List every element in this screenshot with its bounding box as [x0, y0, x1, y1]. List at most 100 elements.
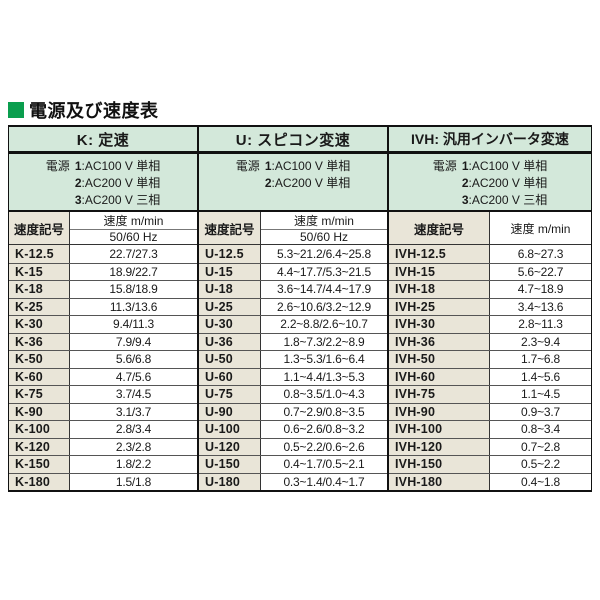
table-row: K-100 2.8/3.4: [9, 420, 197, 438]
speed-code-cell: U-30: [199, 316, 261, 333]
speed-code-cell: K-25: [9, 298, 70, 315]
table-row: K-15 18.9/22.7: [9, 262, 197, 280]
data-rows-u: U-12.5 5.3~21.2/6.4~25.8 U-15 4.4~17.7/5…: [199, 245, 387, 490]
table-row: K-75 3.7/4.5: [9, 385, 197, 403]
power-option-line: 2:AC200 V 単相: [462, 175, 547, 192]
table-row: IVH-90 0.9~3.7: [389, 402, 591, 420]
speed-value-header: 速度 m/min 50/60 Hz: [261, 212, 387, 244]
table-row: K-25 11.3/13.6: [9, 297, 197, 315]
table-row: IVH-36 2.3~9.4: [389, 332, 591, 350]
speed-code-cell: IVH-60: [389, 368, 490, 385]
speed-code-cell: U-18: [199, 281, 261, 298]
speed-code-cell: U-36: [199, 333, 261, 350]
speed-code-cell: IVH-50: [389, 351, 490, 368]
speed-value-cell: 9.4/11.3: [70, 316, 197, 333]
speed-value-cell: 0.9~3.7: [490, 403, 591, 420]
speed-code-cell: U-75: [199, 386, 261, 403]
frequency-label: 50/60 Hz: [109, 230, 158, 244]
speed-value-cell: 5.3~21.2/6.4~25.8: [261, 245, 387, 263]
power-label: 電源: [235, 159, 260, 173]
speed-code-cell: U-25: [199, 298, 261, 315]
speed-code-cell: K-12.5: [9, 245, 70, 263]
power-option-number: 1: [461, 159, 469, 173]
speed-value-cell: 2.8~11.3: [490, 316, 591, 333]
speed-value-cell: 5.6~22.7: [490, 263, 591, 280]
speed-value-cell: 2.2~8.8/2.6~10.7: [261, 316, 387, 333]
power-option-number: 1: [74, 159, 82, 173]
speed-value-cell: 3.6~14.7/4.4~17.9: [261, 281, 387, 298]
section-header-u: U: スピコン変速: [199, 127, 387, 154]
table-section-k: K: 定速 電源 1:AC100 V 単相 2:AC200 V 単相 3:AC2…: [9, 127, 197, 490]
power-option-number: 3: [74, 193, 82, 207]
power-option-line: 1:AC100 V 単相: [75, 158, 160, 175]
speed-value-cell: 0.4~1.7/0.5~2.1: [261, 456, 387, 473]
speed-code-cell: IVH-120: [389, 438, 490, 455]
power-option-number: 1: [264, 159, 272, 173]
speed-code-cell: IVH-100: [389, 421, 490, 438]
table-row: K-30 9.4/11.3: [9, 315, 197, 333]
speed-value-cell: 0.7~2.8: [490, 438, 591, 455]
speed-value-cell: 0.5~2.2/0.6~2.6: [261, 438, 387, 455]
speed-code-cell: IVH-25: [389, 298, 490, 315]
speed-code-cell: IVH-12.5: [389, 245, 490, 263]
speed-value-cell: 11.3/13.6: [70, 298, 197, 315]
table-row: IVH-30 2.8~11.3: [389, 315, 591, 333]
speed-value-cell: 0.4~1.8: [490, 473, 591, 490]
table-row: IVH-150 0.5~2.2: [389, 455, 591, 473]
power-option-text: :AC100 V 単相: [468, 159, 548, 173]
power-option-text: :AC100 V 単相: [81, 159, 161, 173]
speed-value-cell: 18.9/22.7: [70, 263, 197, 280]
speed-code-cell: K-36: [9, 333, 70, 350]
table-row: IVH-50 1.7~6.8: [389, 350, 591, 368]
speed-code-cell: IVH-75: [389, 386, 490, 403]
speed-header-row-k: 速度記号 速度 m/min 50/60 Hz: [9, 212, 197, 245]
power-option-text: :AC200 V 単相: [271, 176, 351, 190]
section-header-k: K: 定速: [9, 127, 197, 154]
power-option-line: 1:AC100 V 単相: [265, 158, 350, 175]
speed-value-cell: 4.7/5.6: [70, 368, 197, 385]
speed-code-cell: K-50: [9, 351, 70, 368]
power-option-line: 1:AC100 V 単相: [462, 158, 547, 175]
power-lines: 1:AC100 V 単相 2:AC200 V 単相 3:AC200 V 三相: [75, 158, 160, 210]
speed-value-cell: 4.7~18.9: [490, 281, 591, 298]
power-option-text: :AC200 V 単相: [468, 176, 548, 190]
speed-code-header: 速度記号: [9, 212, 70, 244]
speed-code-cell: U-50: [199, 351, 261, 368]
table-row: U-120 0.5~2.2/0.6~2.6: [199, 437, 387, 455]
power-option-number: 3: [461, 193, 469, 207]
power-supply-cell-ivh: 電源 1:AC100 V 単相 2:AC200 V 単相 3:AC200 V 三…: [389, 154, 591, 212]
table-row: IVH-25 3.4~13.6: [389, 297, 591, 315]
section-header-ivh: IVH: 汎用インバータ変速: [389, 127, 591, 154]
power-lines: 1:AC100 V 単相 2:AC200 V 単相 3:AC200 V 三相: [462, 158, 547, 210]
table-row: U-18 3.6~14.7/4.4~17.9: [199, 280, 387, 298]
table-row: U-180 0.3~1.4/0.4~1.7: [199, 472, 387, 490]
speed-value-cell: 0.3~1.4/0.4~1.7: [261, 473, 387, 490]
speed-value-cell: 2.6~10.6/3.2~12.9: [261, 298, 387, 315]
table-row: U-30 2.2~8.8/2.6~10.7: [199, 315, 387, 333]
speed-value-cell: 0.8~3.4: [490, 421, 591, 438]
speed-code-cell: IVH-18: [389, 281, 490, 298]
speed-value-cell: 0.7~2.9/0.8~3.5: [261, 403, 387, 420]
speed-value-cell: 1.3~5.3/1.6~6.4: [261, 351, 387, 368]
speed-value-cell: 1.8/2.2: [70, 456, 197, 473]
speed-value-cell: 2.3~9.4: [490, 333, 591, 350]
table-row: K-18 15.8/18.9: [9, 280, 197, 298]
speed-code-cell: K-30: [9, 316, 70, 333]
speed-code-cell: K-75: [9, 386, 70, 403]
speed-code-cell: IVH-30: [389, 316, 490, 333]
table-row: U-50 1.3~5.3/1.6~6.4: [199, 350, 387, 368]
table-row: U-36 1.8~7.3/2.2~8.9: [199, 332, 387, 350]
table-row: IVH-60 1.4~5.6: [389, 367, 591, 385]
power-option-number: 2: [461, 176, 469, 190]
speed-code-cell: K-120: [9, 438, 70, 455]
table-section-ivh: IVH: 汎用インバータ変速 電源 1:AC100 V 単相 2:AC200 V…: [387, 127, 591, 490]
speed-unit-label: 速度 m/min: [510, 221, 571, 236]
table-row: IVH-75 1.1~4.5: [389, 385, 591, 403]
speed-value-cell: 5.6/6.8: [70, 351, 197, 368]
speed-code-cell: K-90: [9, 403, 70, 420]
table-row: U-75 0.8~3.5/1.0~4.3: [199, 385, 387, 403]
table-row: IVH-120 0.7~2.8: [389, 437, 591, 455]
table-row: K-90 3.1/3.7: [9, 402, 197, 420]
speed-code-cell: K-60: [9, 368, 70, 385]
table-row: U-15 4.4~17.7/5.3~21.5: [199, 262, 387, 280]
